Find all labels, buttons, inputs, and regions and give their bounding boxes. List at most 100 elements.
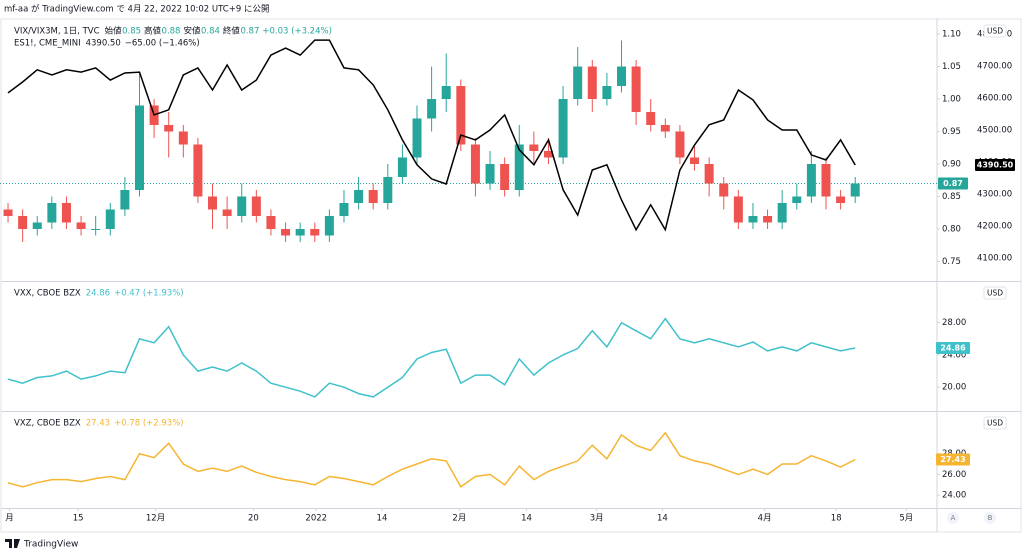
button-b[interactable]: B bbox=[984, 512, 996, 524]
x-tick-label: 14 bbox=[377, 514, 388, 524]
y2-tick-label: 4700.00 bbox=[977, 61, 1012, 71]
price-badge-label: 27.43 bbox=[940, 455, 965, 464]
x-tick-label: 5月 bbox=[899, 514, 913, 524]
legend-item: −65.00 (−1.46%) bbox=[125, 39, 200, 49]
candle-body bbox=[733, 196, 743, 223]
candle-body bbox=[47, 202, 57, 223]
candle-body bbox=[339, 202, 349, 216]
candle-body bbox=[806, 163, 816, 197]
candle-body bbox=[105, 209, 115, 229]
candle-body bbox=[18, 215, 28, 229]
candle-body bbox=[485, 163, 495, 184]
legend-item: 24.86 bbox=[86, 289, 110, 299]
button-bg[interactable] bbox=[947, 512, 959, 524]
candle-body bbox=[237, 196, 247, 216]
y-tick-label: 0.90 bbox=[942, 159, 961, 169]
x-tick-label: 2月 bbox=[452, 514, 466, 524]
legend-item: 終値 bbox=[223, 26, 241, 37]
legend-item: +0.78 (+2.93%) bbox=[114, 419, 184, 429]
pane: 28.0026.0024.00月1512月202022142月143月144月1… bbox=[5, 416, 1007, 524]
candle-body bbox=[427, 99, 437, 119]
button-label[interactable]: A bbox=[951, 514, 956, 522]
y-tick-label: 0.85 bbox=[942, 192, 961, 202]
candle-body bbox=[281, 228, 291, 236]
candle-body bbox=[558, 99, 568, 158]
price-badge-label: 0.87 bbox=[943, 179, 963, 188]
pane: 28.00 24.00 20.00 USD 24.86 VXX, CBOE BZX 24.8… bbox=[7, 286, 1007, 398]
candle-body bbox=[368, 189, 378, 203]
x-tick-label: 14 bbox=[521, 514, 532, 524]
y2-tick-label: 4200.00 bbox=[977, 221, 1012, 231]
button-label[interactable]: B bbox=[988, 514, 993, 522]
candle-body bbox=[602, 86, 612, 100]
candle-body bbox=[763, 215, 773, 223]
currency-box bbox=[983, 24, 1007, 38]
legend-item: 0.88 bbox=[162, 27, 181, 37]
y-tick-label: 26.00 bbox=[942, 470, 966, 480]
candle-body bbox=[91, 228, 101, 230]
legend-item: +0.47 (+1.93%) bbox=[114, 289, 184, 299]
y-tick-label: 0.75 bbox=[942, 257, 961, 267]
candle-body bbox=[836, 196, 846, 203]
logo-icon bbox=[5, 539, 20, 548]
y2-tick-label: 4100.00 bbox=[977, 253, 1012, 263]
chart-frame bbox=[0, 18, 1022, 533]
legend-item: 27.43 bbox=[86, 419, 110, 429]
candle-body bbox=[675, 131, 685, 158]
legend-item: VXZ, CBOE BZX bbox=[14, 419, 81, 429]
x-tick-label: 18 bbox=[831, 514, 842, 524]
candle-body bbox=[631, 66, 641, 113]
price-line bbox=[7, 431, 856, 488]
currency-box bbox=[983, 416, 1007, 430]
candle-body bbox=[792, 196, 802, 203]
price-line bbox=[7, 317, 856, 398]
candle-body bbox=[573, 66, 583, 100]
candle-body bbox=[76, 222, 86, 229]
candle-body bbox=[850, 183, 860, 197]
button-a[interactable]: A bbox=[947, 512, 959, 524]
legend-item: 安値 bbox=[183, 26, 201, 37]
button-bg[interactable] bbox=[984, 512, 996, 524]
candle-body bbox=[310, 228, 320, 236]
y2-tick-label: 4600.00 bbox=[977, 93, 1012, 103]
candle-body bbox=[383, 176, 393, 203]
candle-body bbox=[441, 86, 451, 100]
x-tick-label: 2022 bbox=[305, 514, 327, 524]
candle-body bbox=[397, 157, 407, 177]
y-tick-label: 24.00 bbox=[942, 350, 966, 360]
x-tick-label: 14 bbox=[657, 514, 668, 524]
candle-body bbox=[164, 125, 174, 132]
currency-box bbox=[983, 286, 1007, 300]
candle-body bbox=[704, 163, 714, 184]
x-tick-label: 3月 bbox=[590, 514, 604, 524]
price-badge bbox=[938, 177, 968, 190]
x-tick-label: 4月 bbox=[758, 514, 772, 524]
candle-body bbox=[32, 222, 42, 229]
candle-body bbox=[690, 157, 700, 164]
candle-body bbox=[134, 105, 144, 190]
y-tick-label: 1.05 bbox=[942, 62, 961, 72]
candle-body bbox=[587, 66, 597, 100]
legend-item: 0.84 bbox=[201, 27, 220, 37]
candle-body bbox=[251, 196, 261, 216]
y2-tick-label: 4500.00 bbox=[977, 125, 1012, 135]
candle-body bbox=[222, 209, 232, 216]
candle-body bbox=[61, 202, 71, 223]
legend-item: 0.85 bbox=[122, 27, 141, 37]
y-tick-label: 0.95 bbox=[942, 127, 961, 137]
legend-item: ES1!, CME_MINI bbox=[14, 39, 81, 49]
candle-body bbox=[660, 125, 670, 132]
candle-body bbox=[529, 144, 539, 151]
price-badge bbox=[975, 158, 1015, 171]
x-tick-label: 15 bbox=[73, 514, 84, 524]
candle-body bbox=[719, 183, 729, 197]
price-badge bbox=[936, 342, 970, 355]
legend-item: VXX, CBOE BZX bbox=[14, 289, 81, 299]
candle-body bbox=[821, 163, 831, 197]
pane: 1.101.051.000.950.900.850.800.754800.004… bbox=[0, 24, 1015, 267]
currency-label: USD bbox=[987, 289, 1003, 298]
candle-body bbox=[500, 163, 510, 190]
price-badge-label: 24.86 bbox=[940, 344, 966, 353]
currency-label: USD bbox=[987, 27, 1003, 36]
